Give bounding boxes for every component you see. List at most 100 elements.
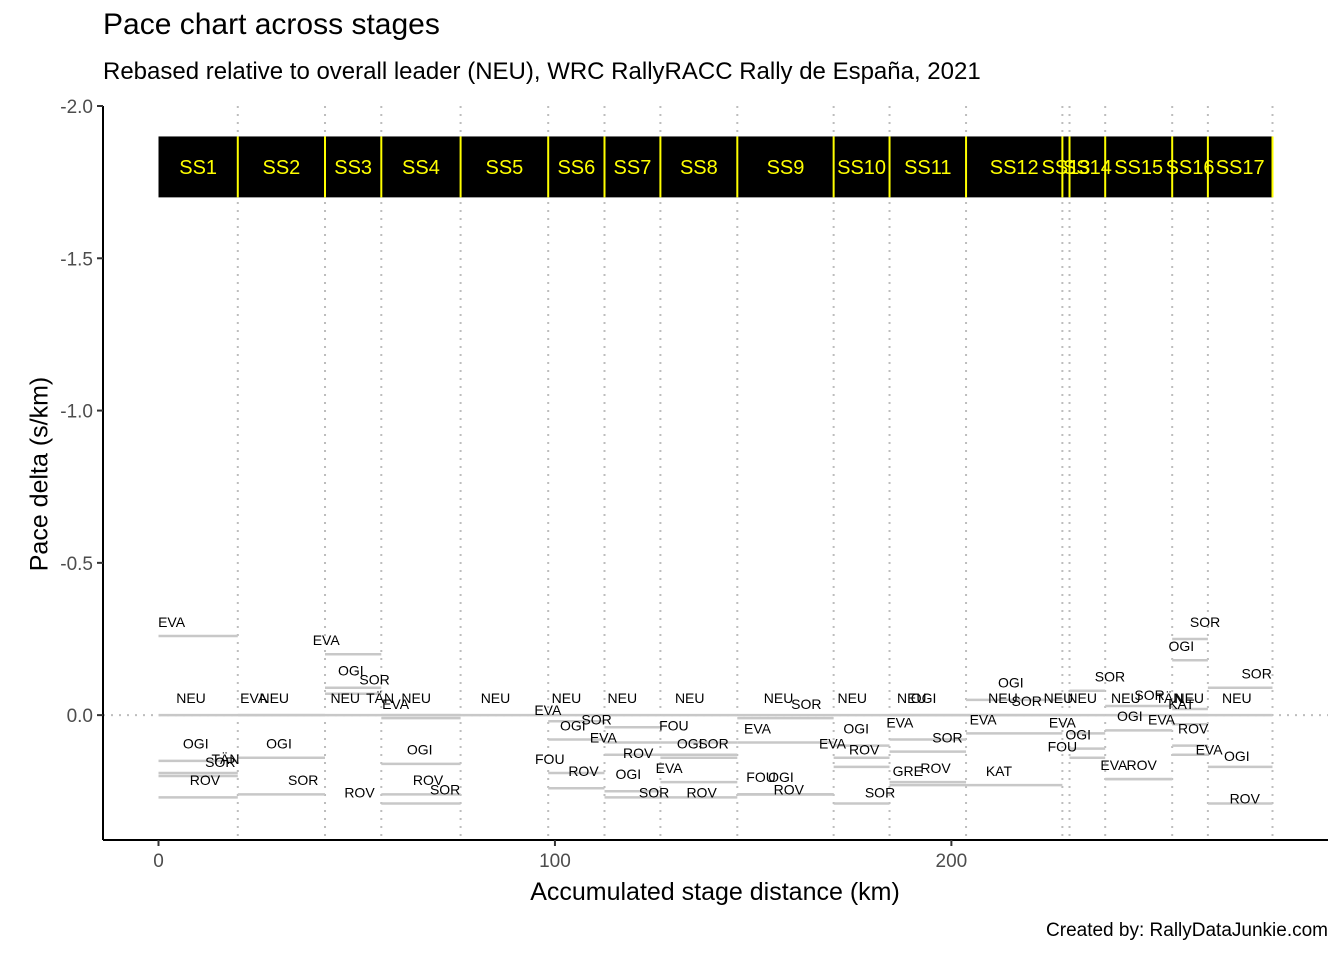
- stage-label: SS4: [402, 157, 440, 179]
- driver-label: NEU: [552, 690, 582, 706]
- y-tick-label: -1.0: [60, 402, 93, 423]
- driver-label: NEU: [1222, 690, 1252, 706]
- stage-label: SS13: [1041, 157, 1090, 179]
- stage-label: SS17: [1216, 157, 1265, 179]
- driver-label: EVA: [1148, 711, 1176, 727]
- driver-label: FOU: [746, 769, 776, 785]
- driver-label: KAT: [1168, 696, 1195, 712]
- driver-label: NEU: [1174, 690, 1204, 706]
- stage-band: [158, 136, 1273, 198]
- stage-label: SS3: [334, 157, 372, 179]
- driver-label: SOR: [1241, 666, 1271, 682]
- driver-label: OGI: [338, 663, 364, 679]
- driver-label: ROV: [413, 772, 444, 788]
- driver-label: ROV: [190, 772, 221, 788]
- driver-label: EVA: [1049, 714, 1077, 730]
- driver-label: FOU: [659, 717, 689, 733]
- driver-label: NEU: [401, 690, 431, 706]
- driver-label: SOR: [430, 781, 460, 797]
- driver-label: OGI: [768, 769, 794, 785]
- driver-label: SOR: [288, 772, 318, 788]
- driver-label: EVA: [158, 614, 186, 630]
- chart-title: Pace chart across stages: [103, 8, 440, 41]
- driver-label: FOU: [535, 751, 565, 767]
- driver-label: NEU: [897, 690, 927, 706]
- stage-label: SS9: [767, 157, 805, 179]
- driver-label: OGI: [407, 742, 433, 758]
- driver-label: EVA: [534, 702, 562, 718]
- driver-label: SOR: [205, 754, 235, 770]
- driver-label: NEU: [1111, 690, 1141, 706]
- driver-label: OGI: [1065, 726, 1091, 742]
- driver-label: EVA: [1100, 757, 1128, 773]
- stage-label: SS10: [837, 157, 886, 179]
- driver-label: ROV: [623, 745, 654, 761]
- driver-label: OGI: [843, 720, 869, 736]
- driver-label: NEU: [481, 690, 511, 706]
- driver-label: OGI: [998, 675, 1024, 691]
- driver-label: EVA: [590, 730, 618, 746]
- stage-label: SS7: [614, 157, 652, 179]
- driver-label: NEU: [330, 690, 360, 706]
- driver-label: ROV: [686, 784, 717, 800]
- stage-label: SS14: [1063, 157, 1112, 179]
- driver-label: TÄN: [1155, 690, 1183, 706]
- chart-caption: Created by: RallyDataJunkie.com: [1046, 920, 1328, 941]
- driver-label: OGI: [183, 736, 209, 752]
- stage-label: SS5: [485, 157, 523, 179]
- driver-label: TÄN: [212, 751, 240, 767]
- y-tick-label: -1.5: [60, 249, 93, 270]
- driver-label: OGI: [560, 717, 586, 733]
- driver-label: SOR: [865, 784, 895, 800]
- x-tick-label: 0: [153, 851, 164, 872]
- driver-label: SOR: [581, 711, 611, 727]
- driver-label: EVA: [240, 690, 268, 706]
- stage-label: SS6: [557, 157, 595, 179]
- driver-label: ROV: [1230, 790, 1261, 806]
- driver-label: FOU: [1048, 739, 1078, 755]
- stage-label: SS12: [990, 157, 1039, 179]
- driver-label: EVA: [819, 736, 847, 752]
- driver-label: EVA: [970, 711, 998, 727]
- driver-label: ROV: [849, 742, 880, 758]
- driver-label: GRE: [893, 763, 923, 779]
- stage-label: SS8: [680, 157, 718, 179]
- driver-label: ROV: [1178, 720, 1209, 736]
- driver-label: SOR: [359, 672, 389, 688]
- driver-label: ROV: [568, 763, 599, 779]
- driver-label: EVA: [886, 714, 914, 730]
- driver-label: EVA: [313, 632, 341, 648]
- driver-label: EVA: [1196, 742, 1224, 758]
- driver-label: OGI: [1224, 748, 1250, 764]
- driver-label: TÄN: [366, 690, 394, 706]
- driver-label: EVA: [656, 760, 684, 776]
- driver-label: SOR: [1012, 693, 1042, 709]
- driver-label: ROV: [344, 784, 375, 800]
- y-tick-label: 0.0: [67, 706, 93, 727]
- driver-label: OGI: [266, 736, 292, 752]
- driver-label: OGI: [911, 690, 937, 706]
- driver-label: NEU: [1044, 690, 1074, 706]
- driver-label: ROV: [1127, 757, 1158, 773]
- stage-label: SS16: [1166, 157, 1215, 179]
- y-tick-label: -0.5: [60, 554, 93, 575]
- driver-label: OGI: [1117, 708, 1143, 724]
- driver-label: OGI: [677, 736, 703, 752]
- driver-label: KAT: [986, 763, 1013, 779]
- driver-label: SOR: [1190, 614, 1220, 630]
- y-axis-title: Pace delta (s/km): [25, 376, 54, 572]
- x-tick-label: 100: [539, 851, 571, 872]
- driver-label: NEU: [764, 690, 794, 706]
- driver-label: NEU: [176, 690, 206, 706]
- driver-label: NEU: [1067, 690, 1097, 706]
- chart-subtitle: Rebased relative to overall leader (NEU)…: [103, 58, 981, 85]
- driver-label: NEU: [675, 690, 705, 706]
- driver-label: ROV: [774, 781, 805, 797]
- driver-label: NEU: [837, 690, 867, 706]
- driver-label: EVA: [382, 696, 410, 712]
- driver-label: SOR: [791, 696, 821, 712]
- driver-label: SOR: [1134, 687, 1164, 703]
- driver-label: SOR: [639, 784, 669, 800]
- driver-label: ROV: [920, 760, 951, 776]
- y-tick-label: -2.0: [60, 97, 93, 118]
